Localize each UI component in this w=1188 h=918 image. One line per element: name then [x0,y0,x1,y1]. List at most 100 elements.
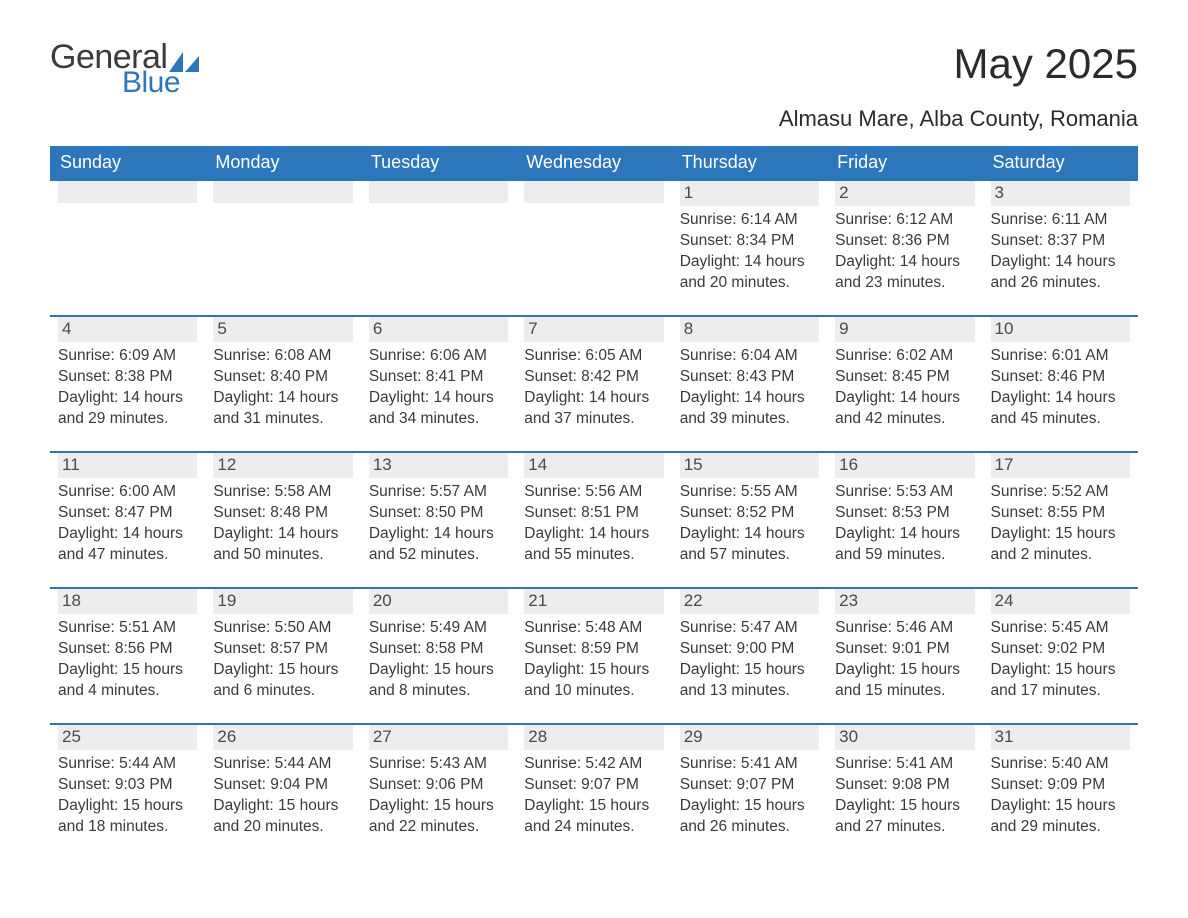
sunset-line: Sunset: 8:58 PM [369,639,508,660]
brand-logo: General Blue [50,40,201,98]
day-number [369,181,508,203]
day-cell: 13Sunrise: 5:57 AMSunset: 8:50 PMDayligh… [361,453,516,581]
day-cell: 29Sunrise: 5:41 AMSunset: 9:07 PMDayligh… [672,725,827,853]
day-body: Sunrise: 5:46 AMSunset: 9:01 PMDaylight:… [835,614,974,702]
day-body: Sunrise: 5:55 AMSunset: 8:52 PMDaylight:… [680,478,819,566]
day-cell: 8Sunrise: 6:04 AMSunset: 8:43 PMDaylight… [672,317,827,445]
sunset-line: Sunset: 8:43 PM [680,367,819,388]
day-cell: 30Sunrise: 5:41 AMSunset: 9:08 PMDayligh… [827,725,982,853]
daylight-line: Daylight: 15 hours and 29 minutes. [991,796,1130,838]
day-body: Sunrise: 5:43 AMSunset: 9:06 PMDaylight:… [369,750,508,838]
day-number: 14 [524,453,663,478]
daylight-line: Daylight: 15 hours and 8 minutes. [369,660,508,702]
day-body: Sunrise: 5:47 AMSunset: 9:00 PMDaylight:… [680,614,819,702]
day-number: 24 [991,589,1130,614]
sunrise-line: Sunrise: 6:06 AM [369,346,508,367]
sunset-line: Sunset: 9:03 PM [58,775,197,796]
day-cell: 20Sunrise: 5:49 AMSunset: 8:58 PMDayligh… [361,589,516,717]
day-body: Sunrise: 6:12 AMSunset: 8:36 PMDaylight:… [835,206,974,294]
day-number: 2 [835,181,974,206]
sunrise-line: Sunrise: 5:46 AM [835,618,974,639]
daylight-line: Daylight: 14 hours and 37 minutes. [524,388,663,430]
day-body: Sunrise: 6:11 AMSunset: 8:37 PMDaylight:… [991,206,1130,294]
daylight-line: Daylight: 14 hours and 20 minutes. [680,252,819,294]
day-body: Sunrise: 5:42 AMSunset: 9:07 PMDaylight:… [524,750,663,838]
day-cell: 12Sunrise: 5:58 AMSunset: 8:48 PMDayligh… [205,453,360,581]
day-body: Sunrise: 5:49 AMSunset: 8:58 PMDaylight:… [369,614,508,702]
day-cell: 22Sunrise: 5:47 AMSunset: 9:00 PMDayligh… [672,589,827,717]
sunrise-line: Sunrise: 5:48 AM [524,618,663,639]
day-number: 22 [680,589,819,614]
sunrise-line: Sunrise: 5:41 AM [680,754,819,775]
daylight-line: Daylight: 15 hours and 22 minutes. [369,796,508,838]
day-body: Sunrise: 6:08 AMSunset: 8:40 PMDaylight:… [213,342,352,430]
day-body: Sunrise: 5:45 AMSunset: 9:02 PMDaylight:… [991,614,1130,702]
day-body: Sunrise: 5:50 AMSunset: 8:57 PMDaylight:… [213,614,352,702]
brand-word-blue: Blue [122,68,201,98]
day-cell: 9Sunrise: 6:02 AMSunset: 8:45 PMDaylight… [827,317,982,445]
day-cell: 24Sunrise: 5:45 AMSunset: 9:02 PMDayligh… [983,589,1138,717]
daylight-line: Daylight: 14 hours and 42 minutes. [835,388,974,430]
day-cell: 26Sunrise: 5:44 AMSunset: 9:04 PMDayligh… [205,725,360,853]
day-body: Sunrise: 6:02 AMSunset: 8:45 PMDaylight:… [835,342,974,430]
day-body: Sunrise: 5:44 AMSunset: 9:03 PMDaylight:… [58,750,197,838]
daylight-line: Daylight: 15 hours and 13 minutes. [680,660,819,702]
day-number: 6 [369,317,508,342]
sunset-line: Sunset: 8:47 PM [58,503,197,524]
day-cell: 23Sunrise: 5:46 AMSunset: 9:01 PMDayligh… [827,589,982,717]
day-cell [50,181,205,309]
daylight-line: Daylight: 14 hours and 45 minutes. [991,388,1130,430]
sunrise-line: Sunrise: 6:05 AM [524,346,663,367]
sunrise-line: Sunrise: 5:58 AM [213,482,352,503]
daylight-line: Daylight: 14 hours and 39 minutes. [680,388,819,430]
sunrise-line: Sunrise: 6:12 AM [835,210,974,231]
sunset-line: Sunset: 8:56 PM [58,639,197,660]
day-number: 12 [213,453,352,478]
sunset-line: Sunset: 9:07 PM [524,775,663,796]
day-body: Sunrise: 5:41 AMSunset: 9:07 PMDaylight:… [680,750,819,838]
day-cell: 7Sunrise: 6:05 AMSunset: 8:42 PMDaylight… [516,317,671,445]
day-number: 7 [524,317,663,342]
day-number: 29 [680,725,819,750]
day-body: Sunrise: 5:56 AMSunset: 8:51 PMDaylight:… [524,478,663,566]
day-number: 10 [991,317,1130,342]
sunset-line: Sunset: 8:34 PM [680,231,819,252]
daylight-line: Daylight: 15 hours and 15 minutes. [835,660,974,702]
weeks-container: 1Sunrise: 6:14 AMSunset: 8:34 PMDaylight… [50,181,1138,853]
day-number: 25 [58,725,197,750]
days-of-week-header: Sunday Monday Tuesday Wednesday Thursday… [50,146,1138,181]
sunset-line: Sunset: 8:36 PM [835,231,974,252]
day-body: Sunrise: 6:14 AMSunset: 8:34 PMDaylight:… [680,206,819,294]
day-body: Sunrise: 6:05 AMSunset: 8:42 PMDaylight:… [524,342,663,430]
daylight-line: Daylight: 14 hours and 23 minutes. [835,252,974,294]
sunrise-line: Sunrise: 5:51 AM [58,618,197,639]
day-body: Sunrise: 6:01 AMSunset: 8:46 PMDaylight:… [991,342,1130,430]
day-body: Sunrise: 5:48 AMSunset: 8:59 PMDaylight:… [524,614,663,702]
sunset-line: Sunset: 8:52 PM [680,503,819,524]
location-subtitle: Almasu Mare, Alba County, Romania [779,106,1138,132]
day-cell: 11Sunrise: 6:00 AMSunset: 8:47 PMDayligh… [50,453,205,581]
day-number: 19 [213,589,352,614]
day-cell: 14Sunrise: 5:56 AMSunset: 8:51 PMDayligh… [516,453,671,581]
day-number: 15 [680,453,819,478]
sunrise-line: Sunrise: 6:08 AM [213,346,352,367]
daylight-line: Daylight: 14 hours and 50 minutes. [213,524,352,566]
day-number: 3 [991,181,1130,206]
day-cell: 4Sunrise: 6:09 AMSunset: 8:38 PMDaylight… [50,317,205,445]
day-body: Sunrise: 5:51 AMSunset: 8:56 PMDaylight:… [58,614,197,702]
sunrise-line: Sunrise: 6:00 AM [58,482,197,503]
sunrise-line: Sunrise: 6:11 AM [991,210,1130,231]
sunrise-line: Sunrise: 5:55 AM [680,482,819,503]
day-number: 26 [213,725,352,750]
sunrise-line: Sunrise: 5:43 AM [369,754,508,775]
sunrise-line: Sunrise: 6:02 AM [835,346,974,367]
day-cell: 21Sunrise: 5:48 AMSunset: 8:59 PMDayligh… [516,589,671,717]
sunrise-line: Sunrise: 5:50 AM [213,618,352,639]
dow-monday: Monday [205,146,360,181]
day-body: Sunrise: 6:00 AMSunset: 8:47 PMDaylight:… [58,478,197,566]
sunrise-line: Sunrise: 5:40 AM [991,754,1130,775]
sunset-line: Sunset: 8:53 PM [835,503,974,524]
daylight-line: Daylight: 14 hours and 34 minutes. [369,388,508,430]
day-number: 1 [680,181,819,206]
sunset-line: Sunset: 8:50 PM [369,503,508,524]
